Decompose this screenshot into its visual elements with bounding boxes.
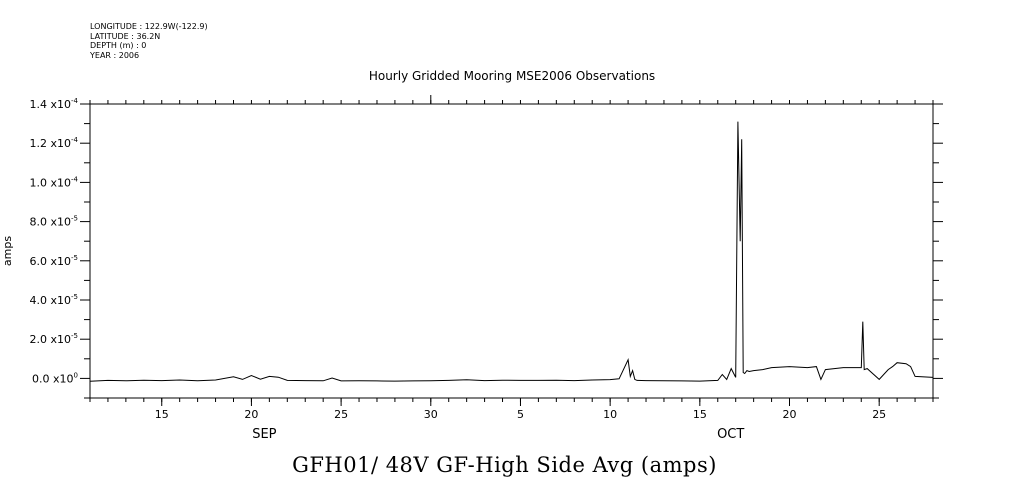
- figure-caption: GFH01/ 48V GF-High Side Avg (amps): [292, 453, 717, 477]
- y-tick-label: 6.0 x10-5: [30, 254, 78, 268]
- chart-title: Hourly Gridded Mooring MSE2006 Observati…: [369, 69, 655, 83]
- x-axis: 15 20 25 30 5 10 15 20 25 SEP OCT: [89, 95, 934, 442]
- longitude-text: LONGITUDE : 122.9W(-122.9): [90, 22, 208, 31]
- x-tick-label: 30: [424, 408, 438, 421]
- y-tick-label: 1.0 x10-4: [30, 175, 79, 189]
- x-tick-label: 25: [872, 408, 886, 421]
- y-tick-label: 8.0 x10-5: [30, 215, 78, 229]
- depth-text: DEPTH (m) : 0: [90, 41, 147, 50]
- x-tick-label: 25: [334, 408, 348, 421]
- y-tick-label: 1.4 x10-4: [30, 97, 79, 111]
- x-tick-label: 10: [603, 408, 617, 421]
- x-month-label: OCT: [717, 427, 744, 442]
- x-month-label: SEP: [252, 427, 276, 442]
- metadata-block: LONGITUDE : 122.9W(-122.9) LATITUDE : 36…: [90, 22, 208, 60]
- y-axis: 0.0 x100 2.0 x10-5 4.0 x10-5 6.0 x10-5 8.0 x…: [30, 97, 943, 399]
- y-tick-label: 1.2 x10-4: [30, 136, 79, 150]
- y-tick-label: 4.0 x10-5: [30, 293, 78, 307]
- x-tick-label: 20: [244, 408, 258, 421]
- line-chart: Hourly Gridded Mooring MSE2006 Observati…: [1, 69, 943, 442]
- x-tick-label: 15: [155, 408, 169, 421]
- plot-frame: [89, 103, 934, 399]
- x-tick-label: 15: [693, 408, 707, 421]
- y-axis-label: amps: [1, 236, 14, 266]
- y-tick-label: 0.0 x100: [32, 371, 78, 385]
- x-tick-label: 5: [517, 408, 524, 421]
- year-text: YEAR : 2006: [90, 50, 140, 60]
- latitude-text: LATITUDE : 36.2N: [90, 31, 161, 41]
- y-tick-label: 2.0 x10-5: [30, 332, 78, 346]
- data-series-line: [89, 121, 934, 382]
- x-tick-label: 20: [783, 408, 797, 421]
